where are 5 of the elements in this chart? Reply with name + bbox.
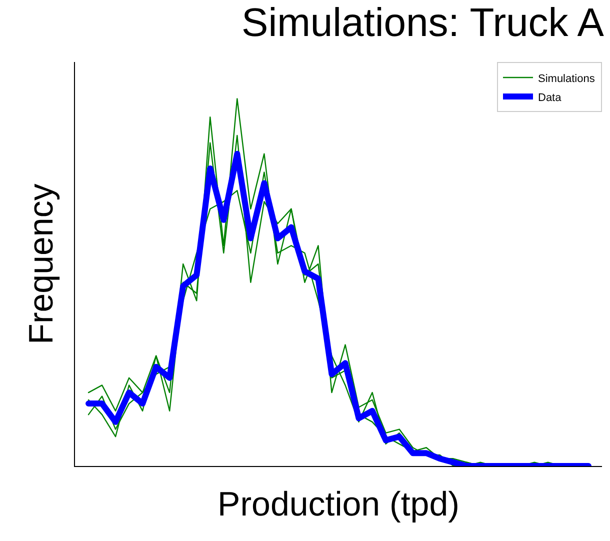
y-axis-title: Frequency bbox=[22, 184, 61, 344]
x-axis-title: Production (tpd) bbox=[218, 485, 460, 524]
legend-label: Data bbox=[538, 92, 562, 104]
chart-title: Simulations: Truck A bbox=[242, 1, 604, 46]
legend-label: Simulations bbox=[538, 72, 596, 85]
